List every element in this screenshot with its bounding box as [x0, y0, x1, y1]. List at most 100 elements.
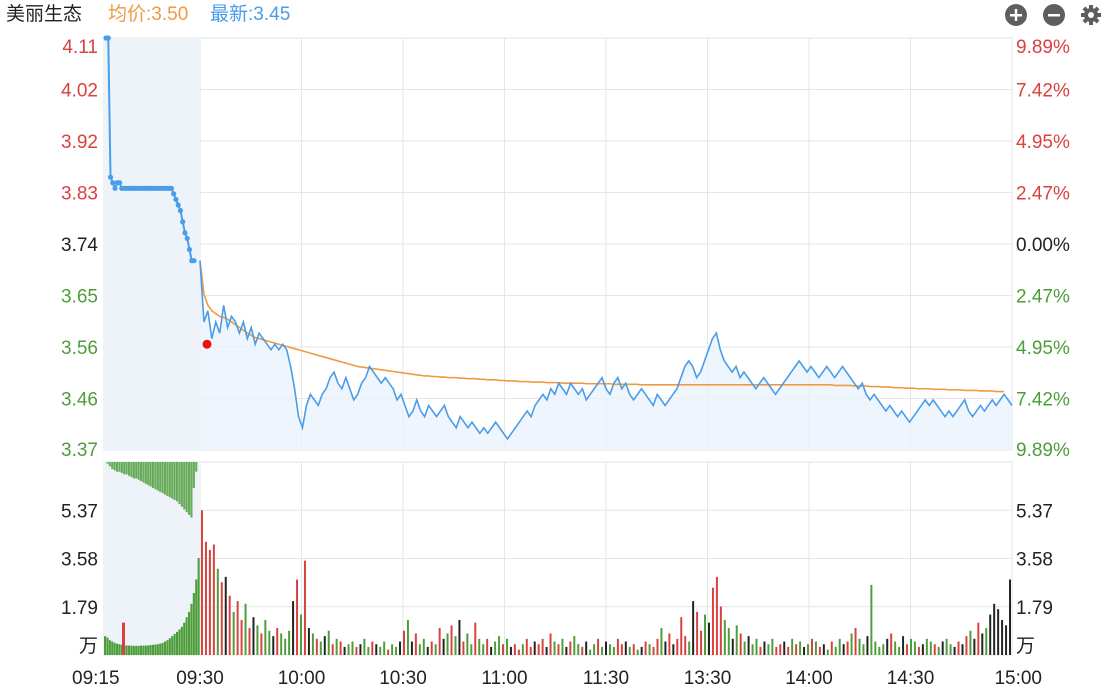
volume-bar — [937, 646, 940, 655]
time-tick-label: 10:00 — [278, 668, 326, 689]
volume-bar — [743, 641, 746, 655]
volume-bar — [252, 617, 255, 655]
volume-bar — [731, 638, 734, 655]
volume-bar — [581, 646, 584, 655]
auction-matched-volume-bar — [180, 626, 183, 655]
volume-bar — [486, 638, 489, 655]
auction-unmatched-volume-bar — [128, 462, 131, 476]
volume-bar — [846, 641, 849, 655]
volume-bar — [557, 644, 560, 655]
gear-icon — [1081, 5, 1101, 25]
time-axis-labels: 09:15 09:30 10:00 10:30 11:00 11:30 13:30 14:00… — [72, 668, 1042, 689]
price-marker-dot — [202, 339, 212, 349]
auction-matched-volume-bar — [168, 638, 171, 655]
volume-bar — [759, 646, 762, 655]
volume-bar — [620, 644, 623, 655]
volume-bar — [1009, 579, 1012, 655]
volume-bar — [957, 641, 960, 655]
volume-bar — [608, 644, 611, 655]
auction-matched-volume-bar — [135, 645, 138, 655]
percent-tick-label: 0.00% — [1016, 235, 1070, 256]
avg-price-line — [199, 260, 1005, 393]
volume-bar — [949, 644, 952, 655]
volume-bar — [906, 644, 909, 655]
volume-bar — [292, 601, 295, 655]
volume-bar — [644, 641, 647, 655]
volume-bar — [921, 644, 924, 655]
auction-unmatched-volume-bar — [120, 462, 123, 474]
volume-bar — [826, 649, 829, 655]
volume-bar — [517, 649, 520, 655]
volume-bar — [256, 625, 259, 655]
volume-bar — [422, 638, 425, 655]
auction-unmatched-volume-bar — [164, 462, 167, 495]
volume-bar — [838, 638, 841, 655]
volume-bar — [533, 641, 536, 655]
volume-bar — [830, 641, 833, 655]
settings-button[interactable] — [1080, 4, 1102, 26]
auction-matched-volume-bar — [154, 644, 157, 655]
volume-bar — [850, 633, 853, 655]
auction-matched-volume-bar — [164, 641, 167, 655]
price-tick-label: 3.56 — [61, 338, 98, 359]
volume-bar — [680, 617, 683, 655]
volume-bar — [288, 630, 291, 655]
price-tick-label: 3.92 — [61, 132, 98, 153]
volume-bar — [1005, 625, 1008, 655]
volume-bar — [414, 633, 417, 655]
volume-bar — [648, 644, 651, 655]
auction-matched-volume-bar — [147, 645, 150, 655]
chart-header: 美丽生态 均价:3.50 最新:3.45 — [0, 0, 1112, 32]
volume-bar — [383, 641, 386, 655]
volume-bar — [601, 646, 604, 655]
volume-bar — [478, 638, 481, 655]
volume-bar — [410, 641, 413, 655]
percent-tick-label: 2.47% — [1016, 287, 1070, 308]
auction-unmatched-volume-bar — [108, 462, 111, 467]
auction-matched-volume-bar — [190, 603, 193, 655]
volume-bar — [898, 646, 901, 655]
volume-bar — [446, 633, 449, 655]
volume-bar — [296, 579, 299, 655]
volume-bar — [672, 644, 675, 655]
volume-bar — [589, 649, 592, 655]
auction-matched-volume-bar — [173, 633, 176, 655]
auction-matched-volume-bar — [197, 557, 200, 655]
zoom-out-button[interactable] — [1043, 4, 1065, 26]
volume-bar — [902, 636, 905, 655]
zoom-in-button[interactable] — [1005, 4, 1027, 26]
volume-bar — [343, 646, 346, 655]
auction-unmatched-volume-bar — [142, 462, 145, 483]
volume-bar — [711, 587, 714, 655]
volume-bar — [913, 641, 916, 655]
auction-matched-volume-bar — [104, 636, 107, 655]
volume-bar — [200, 510, 203, 655]
volume-bar — [426, 646, 429, 655]
volume-bar — [466, 633, 469, 655]
auction-unmatched-volume-bar — [185, 462, 188, 513]
volume-bar — [458, 619, 461, 655]
auction-matched-volume-bar — [195, 579, 198, 655]
time-tick-label: 14:00 — [785, 668, 833, 689]
volume-bar — [268, 630, 271, 655]
volume-bar — [208, 549, 211, 655]
percent-tick-label: 7.42% — [1016, 81, 1070, 102]
volume-bar — [965, 636, 968, 655]
volume-bar — [656, 638, 659, 655]
percent-tick-label: 9.89% — [1016, 37, 1070, 58]
auction-unmatched-volume-bar — [111, 462, 114, 470]
volume-bar — [438, 628, 441, 655]
volume-bar — [803, 646, 806, 655]
volume-bar — [418, 644, 421, 655]
volume-bar — [668, 633, 671, 655]
volume-bar — [280, 633, 283, 655]
volume-bar — [276, 628, 279, 655]
price-tick-label: 4.11 — [62, 37, 98, 58]
volume-bar — [315, 638, 318, 655]
volume-bar — [807, 644, 809, 655]
volume-bar — [204, 541, 207, 655]
volume-bar — [307, 628, 310, 655]
auction-unmatched-volume-bar — [123, 462, 126, 475]
auction-matched-volume-bar — [166, 640, 169, 655]
